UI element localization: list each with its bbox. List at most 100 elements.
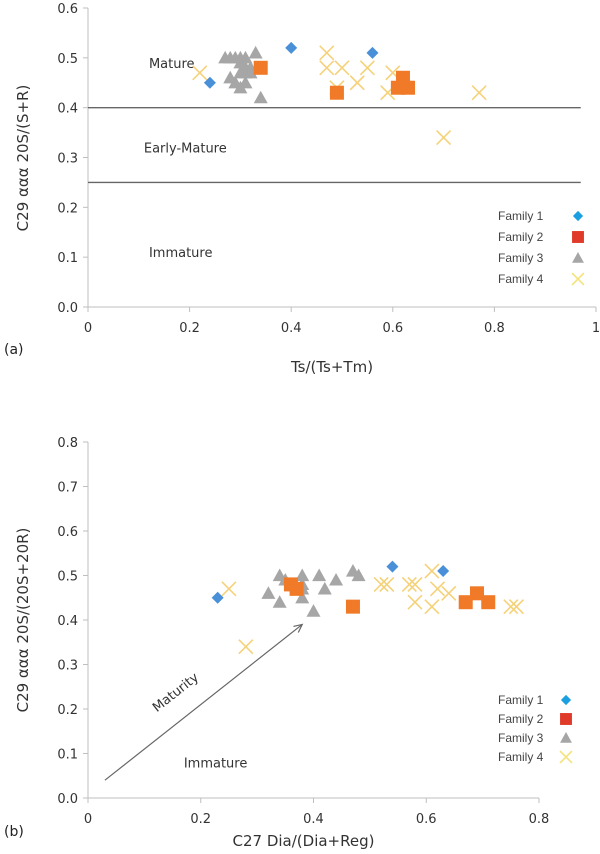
data-point-stroke — [441, 585, 457, 601]
data-point — [238, 639, 254, 655]
data-point — [306, 604, 321, 617]
series-family-1 — [203, 41, 379, 89]
x-tick-label: 0 — [84, 812, 92, 827]
maturity-arrow-line — [104, 623, 303, 781]
data-point-stroke — [385, 65, 401, 81]
data-point-stroke — [221, 581, 237, 597]
legend-marker — [572, 231, 584, 243]
y-tick-label: 0.5 — [57, 52, 78, 67]
legend-marker — [560, 713, 572, 725]
x-tick-label: 0.8 — [484, 321, 505, 336]
x-axis-title: Ts/(Ts+Tm) — [290, 358, 373, 376]
data-point-stroke — [407, 594, 423, 610]
region-label: Mature — [149, 57, 195, 72]
panel-label: (b) — [4, 824, 24, 840]
data-point-stroke — [436, 130, 452, 146]
data-point — [312, 568, 327, 582]
y-tick-label: 0.7 — [57, 481, 78, 496]
data-point-stroke — [349, 75, 365, 91]
data-point-stroke — [508, 599, 525, 615]
data-point — [436, 130, 452, 146]
x-tick-label: 0.4 — [303, 812, 324, 827]
data-point — [424, 599, 440, 615]
y-axis-title: C29 ααα 20S/(20S+20R) — [14, 528, 32, 713]
legend: Family 1 Family 2 Family 3 Family 4 — [498, 209, 585, 286]
legend-marker — [572, 252, 584, 263]
data-point — [295, 590, 310, 604]
legend-label: Family 2 — [498, 230, 544, 244]
data-point — [386, 560, 399, 573]
series-family-3 — [261, 564, 366, 617]
data-point-stroke — [334, 60, 350, 76]
x-tick-label: 0.4 — [281, 321, 302, 336]
data-point-stroke — [503, 599, 519, 615]
data-point-stroke — [379, 576, 395, 592]
data-point-stroke — [238, 639, 254, 655]
data-point — [319, 60, 335, 76]
legend-marker-stroke — [559, 750, 573, 764]
legend-label: Family 3 — [498, 731, 544, 745]
data-point-stroke — [424, 599, 440, 615]
maturity-label: Maturity — [150, 670, 202, 716]
data-point — [203, 76, 216, 89]
data-point-stroke — [319, 60, 335, 76]
data-point — [407, 594, 423, 610]
data-point — [401, 80, 416, 95]
data-point — [379, 576, 395, 592]
data-point — [471, 85, 487, 101]
data-point — [317, 581, 332, 595]
y-tick-label: 0.8 — [57, 436, 78, 451]
y-tick-label: 0.2 — [57, 201, 78, 216]
data-point — [481, 595, 496, 610]
series-family-4 — [221, 563, 525, 655]
data-point — [192, 65, 208, 81]
x-tick-label: 0.2 — [190, 812, 211, 827]
chart-panel-b: 0.0 0.1 0.2 0.3 0.4 0.5 0.6 0.7 0.8 0 0.2 0.4 0.6 0.8… — [4, 436, 573, 850]
panel-label: (a) — [4, 342, 24, 358]
data-point — [211, 591, 224, 604]
series-family-2 — [253, 60, 416, 100]
y-tick-label: 0.4 — [57, 614, 78, 629]
data-point — [349, 75, 365, 91]
legend-label: Family 4 — [498, 272, 544, 286]
data-point-stroke — [407, 576, 423, 592]
region-label: Immature — [184, 756, 248, 771]
x-tick-label: 0.2 — [179, 321, 200, 336]
data-point — [508, 599, 525, 615]
y-tick-label: 0.6 — [57, 2, 78, 17]
maturity-arrow-head — [293, 623, 304, 633]
legend-label: Family 4 — [498, 750, 544, 764]
y-tick-label: 0.0 — [57, 301, 78, 316]
data-point-stroke — [429, 581, 446, 597]
data-point — [221, 581, 237, 597]
data-point — [503, 599, 519, 615]
data-point-stroke — [359, 60, 375, 76]
y-tick-label: 0.3 — [57, 152, 78, 167]
legend-marker — [560, 694, 572, 706]
legend-marker — [559, 750, 573, 764]
data-point — [373, 576, 389, 592]
data-point — [429, 581, 446, 597]
data-point — [424, 563, 440, 579]
data-point-stroke — [319, 45, 335, 61]
y-tick-label: 0.1 — [57, 251, 78, 266]
data-point — [319, 45, 335, 61]
data-point — [253, 90, 268, 104]
legend-label: Family 3 — [498, 251, 544, 265]
data-point — [401, 576, 417, 592]
series-family-1 — [211, 560, 450, 604]
legend: Family 1 Family 2 Family 3 Family 4 — [498, 693, 573, 764]
data-point — [437, 565, 450, 578]
data-point — [359, 60, 375, 76]
x-tick-label: 0 — [84, 321, 92, 336]
data-point-stroke — [192, 65, 208, 81]
x-tick-label: 0.8 — [529, 812, 550, 827]
data-point-stroke — [373, 576, 389, 592]
legend-label: Family 2 — [498, 712, 544, 726]
data-point — [295, 568, 310, 582]
data-point — [469, 586, 484, 601]
legend-label: Family 1 — [498, 693, 544, 707]
data-point — [441, 585, 457, 601]
data-point — [272, 595, 287, 608]
data-point — [253, 60, 268, 75]
